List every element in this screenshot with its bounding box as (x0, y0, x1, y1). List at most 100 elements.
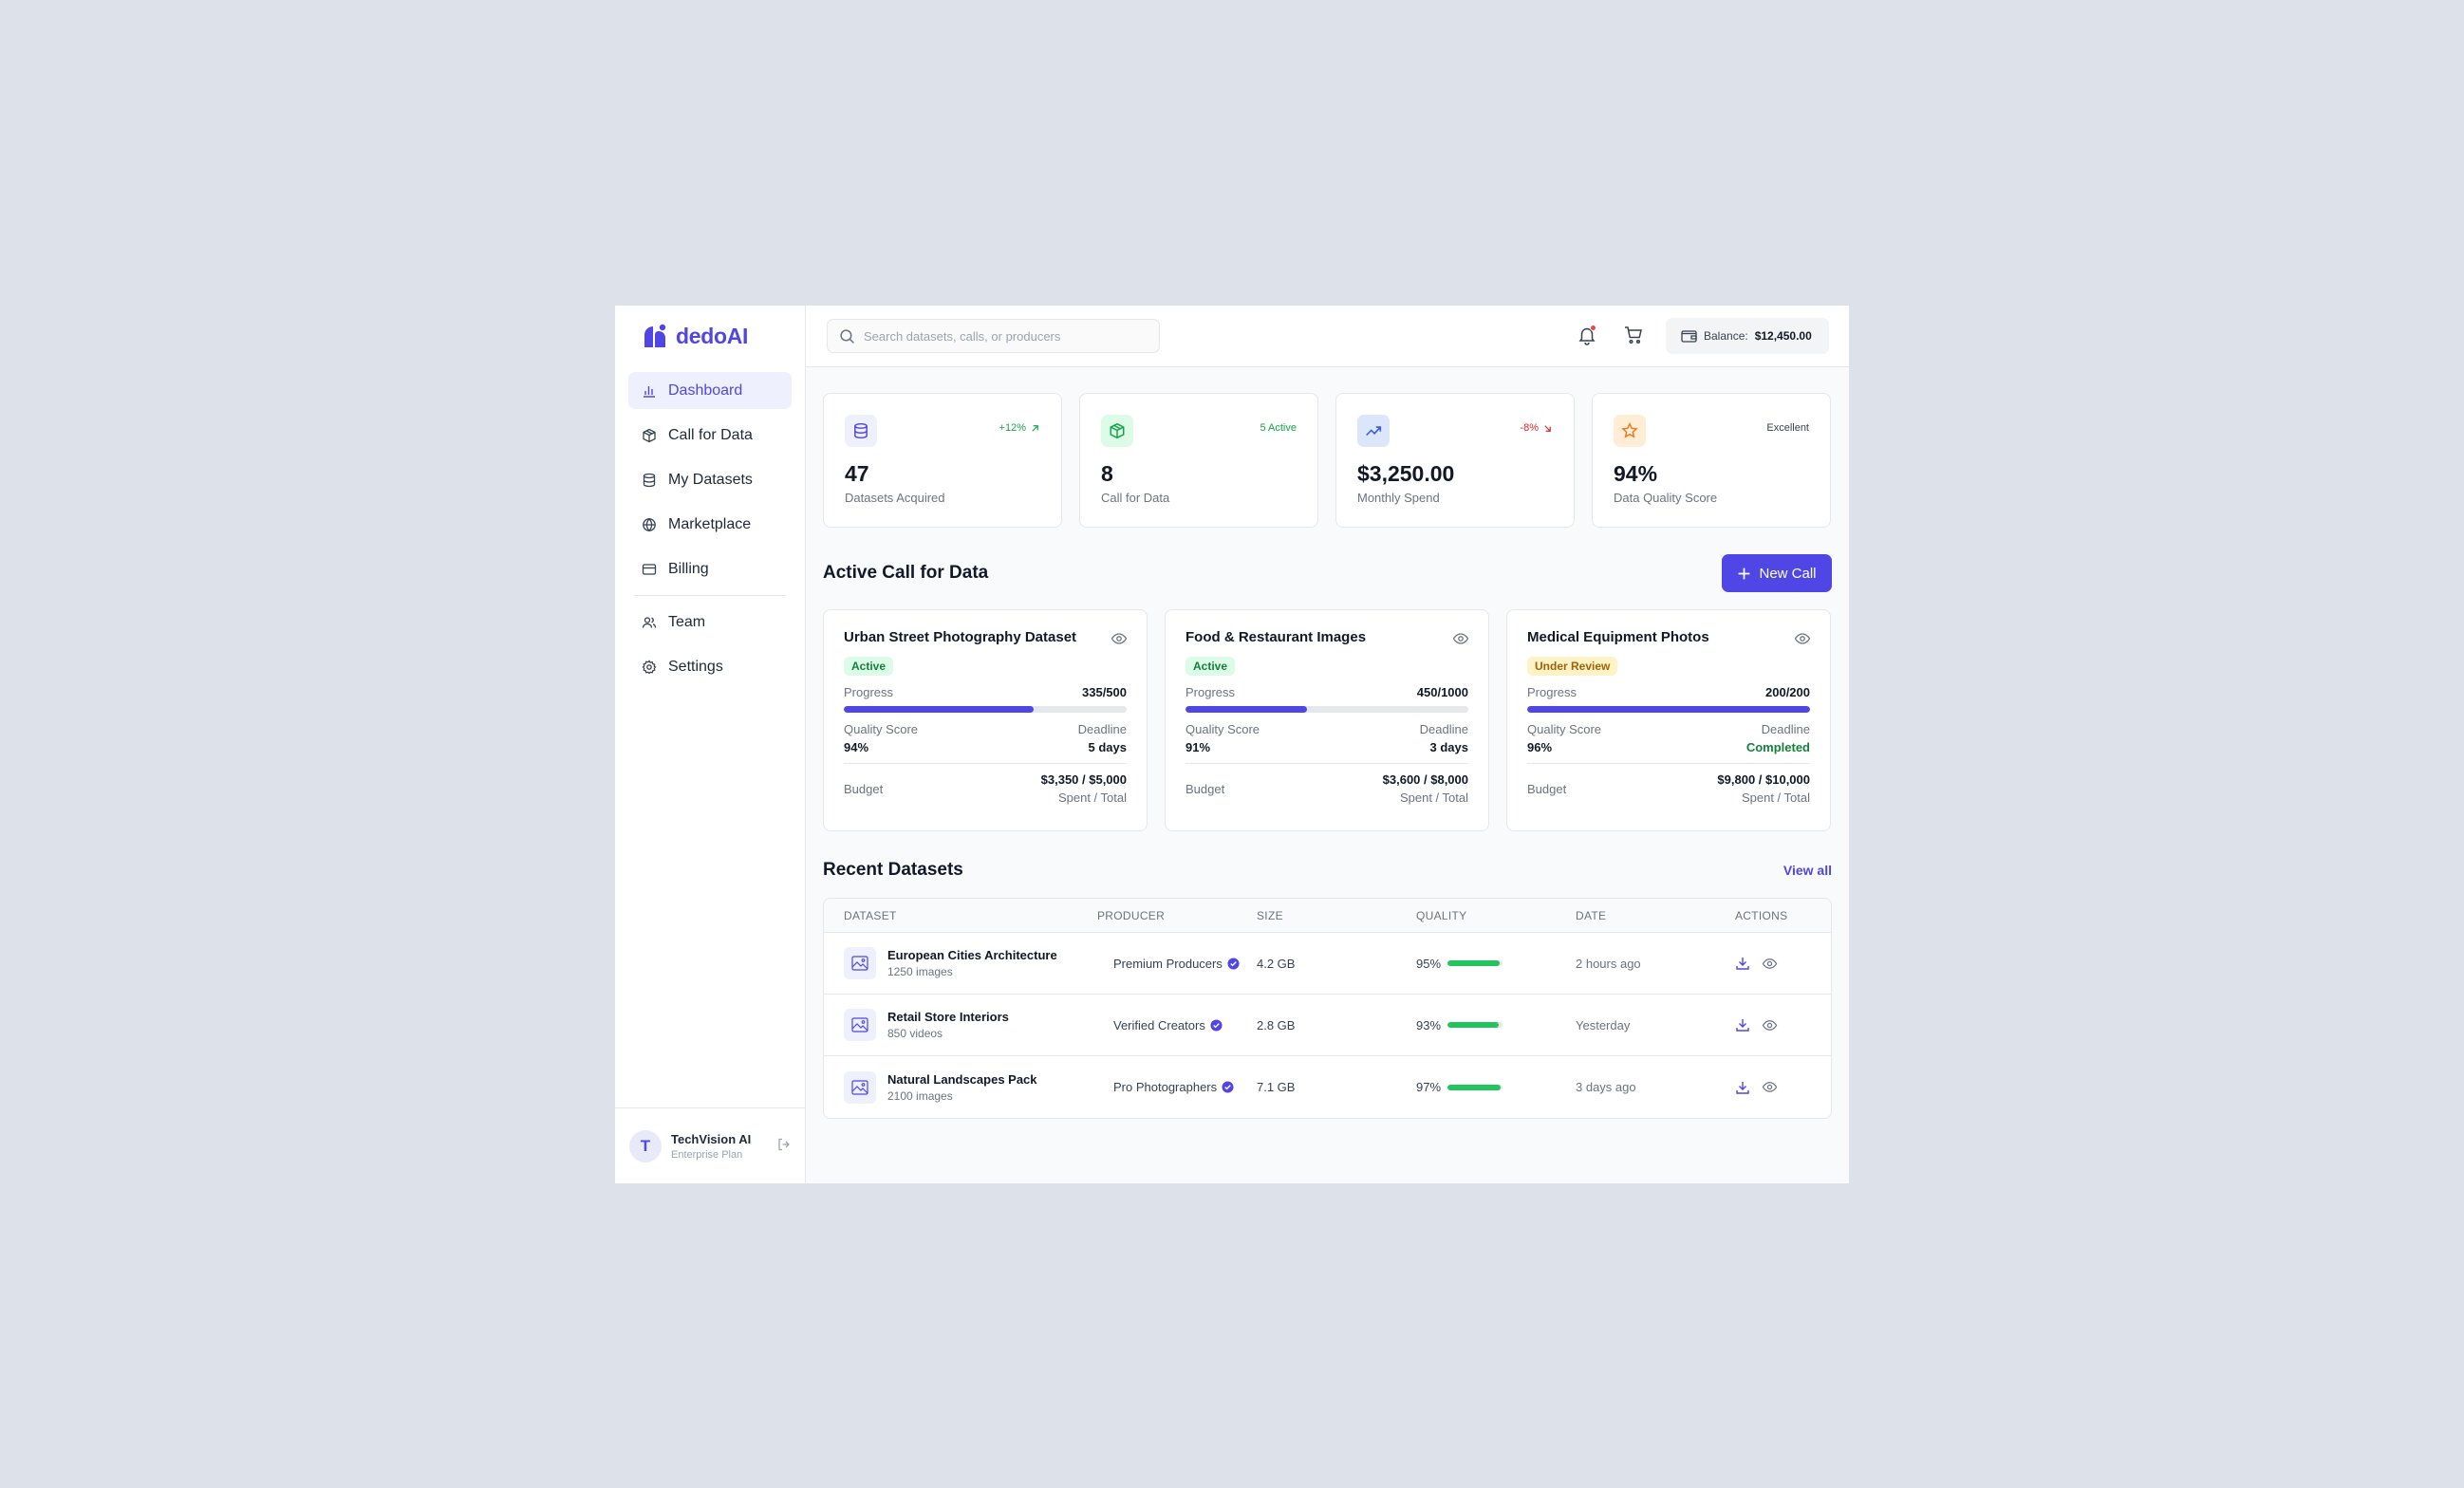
eye-icon[interactable] (1762, 1079, 1778, 1095)
divider (1185, 763, 1468, 764)
sidebar-item-label: Settings (668, 658, 723, 675)
cart-button[interactable] (1623, 325, 1644, 345)
logo[interactable]: dedoAI (615, 306, 805, 366)
image-icon (844, 1009, 876, 1041)
avatar: T (629, 1129, 662, 1162)
dataset-name: Retail Store Interiors (887, 1010, 1009, 1024)
deadline-label: Deadline (1761, 722, 1810, 736)
search-icon (840, 328, 854, 344)
call-card[interactable]: Medical Equipment Photos Under Review Pr… (1506, 609, 1831, 831)
dashboard-content: +12% 47 Datasets Acquired 5 Active 8 Cal… (806, 367, 1849, 1119)
call-card[interactable]: Food & Restaurant Images Active Progress… (1165, 609, 1489, 831)
budget-row: Budget $3,600 / $8,000 Spent / Total (1185, 772, 1468, 805)
stat-badge: +12% (999, 422, 1040, 434)
credit-card-icon (642, 563, 657, 575)
notifications-button[interactable] (1577, 325, 1597, 345)
stat-badge-text: Excellent (1766, 422, 1809, 434)
box-icon (1101, 415, 1133, 447)
status-badge: Under Review (1527, 657, 1618, 676)
stat-value: 94% (1614, 461, 1658, 486)
quality-fill (1447, 1084, 1502, 1090)
quality-bar (1447, 960, 1503, 966)
search-box[interactable] (827, 319, 1160, 353)
user-profile[interactable]: T TechVision AI Enterprise Plan (615, 1107, 805, 1183)
sidebar-item-marketplace[interactable]: Marketplace (628, 506, 792, 543)
new-call-button[interactable]: New Call (1722, 554, 1832, 592)
eye-icon[interactable] (1762, 956, 1778, 972)
progress-fill (844, 706, 1034, 713)
wallet-icon (1681, 329, 1697, 343)
column-header: Date (1576, 908, 1607, 922)
quality-label: Quality Score (844, 722, 919, 736)
divider (844, 763, 1127, 764)
logout-icon[interactable] (776, 1137, 792, 1152)
sidebar-item-dashboard[interactable]: Dashboard (628, 372, 792, 409)
search-input[interactable] (864, 328, 1139, 344)
stat-label: Call for Data (1101, 491, 1170, 505)
sidebar-item-label: Dashboard (668, 381, 743, 399)
table-row[interactable]: Natural Landscapes Pack 2100 images Pro P… (824, 1056, 1831, 1118)
quality-fill (1447, 1022, 1499, 1028)
progress-value: 450/1000 (1416, 685, 1468, 699)
quality-deadline-row: Quality Score 91% Deadline 3 days (1185, 722, 1468, 754)
stat-label: Monthly Spend (1357, 491, 1440, 505)
quality-value: 93% (1416, 1017, 1442, 1032)
arrow-down-right-icon (1544, 424, 1551, 432)
section-title: Recent Datasets (823, 860, 963, 880)
call-card[interactable]: Urban Street Photography Dataset Active … (823, 609, 1148, 831)
eye-icon[interactable] (1794, 630, 1811, 647)
column-header: Actions (1735, 908, 1788, 922)
quality-value: 91% (1185, 740, 1211, 754)
eye-icon[interactable] (1762, 1017, 1778, 1033)
download-icon[interactable] (1735, 1017, 1750, 1032)
eye-icon[interactable] (1452, 630, 1469, 647)
table-row[interactable]: Retail Store Interiors 850 videos Verifie… (824, 995, 1831, 1056)
progress-bar (1185, 706, 1468, 713)
deadline-value: 3 days (1429, 740, 1468, 754)
sidebar-nav: Dashboard Call for Data My Datasets Mark… (615, 366, 805, 685)
progress-fill (1185, 706, 1308, 713)
sidebar-item-label: My Datasets (668, 471, 753, 488)
dataset-count: 2100 images (887, 1088, 953, 1103)
balance-label: Balance: (1704, 329, 1748, 343)
sidebar-item-settings[interactable]: Settings (628, 648, 792, 685)
balance-display[interactable]: Balance: $12,450.00 (1666, 318, 1829, 354)
stat-card-quality[interactable]: Excellent 94% Data Quality Score (1592, 393, 1831, 528)
sidebar-item-billing[interactable]: Billing (628, 550, 792, 587)
stat-card-calls[interactable]: 5 Active 8 Call for Data (1079, 393, 1318, 528)
stat-label: Data Quality Score (1614, 491, 1718, 505)
progress-value: 335/500 (1082, 685, 1127, 699)
download-icon[interactable] (1735, 1080, 1750, 1095)
table-row[interactable]: European Cities Architecture 1250 images … (824, 933, 1831, 995)
dataset-size: 2.8 GB (1257, 1017, 1296, 1032)
table-header: Dataset Producer Size Quality Date Actio… (824, 899, 1831, 933)
new-call-label: New Call (1759, 565, 1817, 582)
budget-value: $9,800 / $10,000 (1717, 772, 1810, 787)
budget-label: Budget (844, 781, 884, 796)
verified-badge-icon (1210, 1018, 1223, 1032)
sidebar-item-my-datasets[interactable]: My Datasets (628, 461, 792, 498)
stat-card-spend[interactable]: -8% $3,250.00 Monthly Spend (1335, 393, 1575, 528)
active-calls-list: Urban Street Photography Dataset Active … (823, 609, 1832, 831)
progress-row: Progress 200/200 (1527, 685, 1810, 699)
sidebar-item-call-for-data[interactable]: Call for Data (628, 417, 792, 454)
stat-value: 8 (1101, 461, 1113, 486)
brand-name: dedoAI (676, 323, 749, 348)
stat-card-datasets[interactable]: +12% 47 Datasets Acquired (823, 393, 1062, 528)
eye-icon[interactable] (1111, 630, 1128, 647)
stat-badge: 5 Active (1260, 422, 1297, 434)
main-area: Balance: $12,450.00 +12% 47 Datasets Acq… (806, 306, 1849, 1183)
quality-label: Quality Score (1527, 722, 1602, 736)
trending-up-icon (1357, 415, 1390, 447)
sidebar-item-label: Team (668, 613, 706, 630)
sidebar-item-team[interactable]: Team (628, 604, 792, 641)
quality-deadline-row: Quality Score 96% Deadline Completed (1527, 722, 1810, 754)
view-all-link[interactable]: View all (1783, 863, 1832, 878)
budget-label: Budget (1185, 781, 1225, 796)
column-header: Quality (1416, 908, 1467, 922)
download-icon[interactable] (1735, 956, 1750, 971)
column-header: Size (1257, 908, 1283, 922)
dataset-name: European Cities Architecture (887, 948, 1057, 962)
app-window: dedoAI Dashboard Call for Data My Datase… (615, 306, 1849, 1183)
dataset-date: 2 hours ago (1576, 956, 1641, 971)
